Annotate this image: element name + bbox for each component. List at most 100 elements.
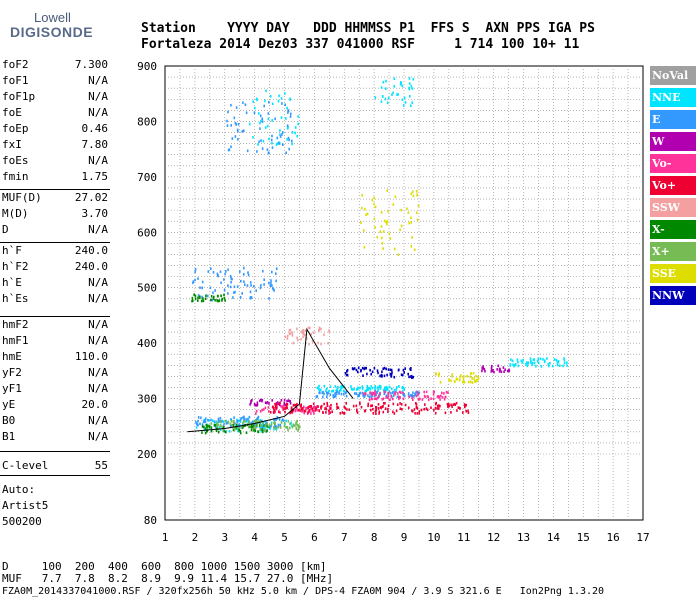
echo-point-nnw bbox=[377, 371, 379, 375]
param-name: MUF(D) bbox=[2, 191, 42, 204]
echo-point-vo bbox=[417, 398, 420, 401]
echo-point-ssw bbox=[318, 326, 321, 330]
echo-point-vo bbox=[404, 403, 407, 407]
echo-point-vo bbox=[411, 410, 414, 413]
echo-point-e bbox=[262, 425, 264, 429]
echo-point-e bbox=[275, 418, 277, 421]
echo-point-vo bbox=[415, 406, 418, 409]
echo-point-vo bbox=[315, 407, 318, 410]
echo-point-e bbox=[259, 286, 262, 290]
echo-point-e bbox=[216, 272, 219, 276]
echo-point-nne bbox=[525, 363, 527, 366]
echo-point-x bbox=[210, 429, 213, 433]
echo-point-vo bbox=[420, 408, 423, 412]
echo-point-x bbox=[235, 426, 237, 430]
echo-point-e bbox=[256, 150, 258, 153]
x-tick-label: 2 bbox=[192, 531, 199, 544]
echo-point-e bbox=[204, 417, 207, 420]
echo-point-x bbox=[262, 421, 265, 425]
echo-point-nne bbox=[380, 100, 383, 103]
echo-point-vo bbox=[437, 394, 440, 398]
echo-point-e bbox=[343, 393, 345, 396]
echo-point-e bbox=[245, 418, 248, 421]
echo-point-e bbox=[392, 391, 394, 395]
echo-point-w bbox=[265, 401, 268, 405]
echo-point-vo bbox=[372, 407, 374, 411]
echo-point-e bbox=[276, 136, 279, 140]
echo-point-nne bbox=[264, 126, 267, 129]
echo-point-vo bbox=[412, 398, 414, 402]
echo-point-w bbox=[482, 365, 484, 368]
echo-point-x bbox=[245, 431, 248, 434]
echo-point-nne bbox=[401, 390, 404, 393]
echo-point-nne bbox=[259, 121, 261, 125]
logo-lowell: Lowell bbox=[34, 10, 71, 25]
echo-point-w bbox=[496, 368, 498, 371]
echo-point-x bbox=[298, 424, 300, 427]
auto-code: 500200 bbox=[2, 515, 42, 528]
echo-point-vo bbox=[370, 408, 372, 412]
echo-point-x bbox=[241, 426, 244, 430]
echo-point-vo bbox=[387, 392, 390, 395]
echo-point-e bbox=[268, 297, 270, 300]
echo-point-e bbox=[236, 285, 239, 288]
echo-point-vo bbox=[378, 410, 381, 413]
echo-point-nne bbox=[379, 387, 382, 390]
echo-point-x bbox=[274, 422, 276, 426]
echo-point-vo bbox=[421, 398, 424, 401]
echo-point-nne bbox=[382, 80, 385, 84]
echo-point-x bbox=[223, 293, 225, 297]
echo-point-x bbox=[217, 430, 220, 434]
echo-point-e bbox=[281, 133, 283, 136]
param-row: foF1 N/A bbox=[2, 74, 108, 90]
echo-point-e bbox=[231, 137, 234, 140]
echo-point-vo bbox=[275, 406, 278, 410]
echo-point-vo bbox=[423, 407, 425, 411]
echo-point-vo bbox=[308, 405, 310, 409]
echo-point-nne bbox=[374, 385, 376, 388]
echo-point-nne bbox=[555, 358, 558, 362]
param-value: 240.0 bbox=[74, 244, 108, 257]
echo-point-nne bbox=[257, 143, 259, 146]
echo-point-nne bbox=[291, 131, 294, 134]
echo-point-sse bbox=[399, 228, 401, 232]
echo-point-vo bbox=[264, 406, 267, 410]
param-name: h`Es bbox=[2, 292, 29, 305]
echo-point-x bbox=[216, 427, 218, 430]
echo-point-vo bbox=[394, 391, 396, 394]
echo-point-nne bbox=[535, 364, 537, 368]
echo-point-vo bbox=[441, 396, 444, 399]
echo-point-e bbox=[237, 129, 239, 133]
echo-point-e bbox=[225, 422, 228, 425]
echo-point-nne bbox=[384, 97, 387, 101]
param-value: N/A bbox=[88, 276, 108, 289]
echo-point-nne bbox=[195, 426, 198, 429]
echo-point-vo bbox=[367, 404, 369, 408]
echo-point-nne bbox=[562, 364, 564, 368]
echo-point-vo bbox=[281, 406, 283, 409]
echo-point-x bbox=[239, 430, 242, 433]
echo-point-x bbox=[248, 420, 250, 424]
param-value: N/A bbox=[88, 414, 108, 427]
echo-point-vo bbox=[325, 411, 327, 414]
echo-point-e bbox=[275, 279, 277, 283]
echo-point-nne bbox=[386, 387, 388, 390]
param-row: foEs N/A bbox=[2, 154, 108, 170]
echo-point-x bbox=[216, 425, 218, 428]
echo-point-nne bbox=[239, 420, 242, 423]
echo-point-e bbox=[329, 393, 332, 396]
legend-item: NNE bbox=[650, 88, 696, 107]
echo-point-nne bbox=[340, 385, 342, 389]
param-row: foF2 7.300 bbox=[2, 58, 108, 74]
echo-point-nne bbox=[399, 83, 402, 86]
echo-point-vo bbox=[393, 412, 396, 415]
echo-point-w bbox=[491, 364, 493, 368]
echo-point-e bbox=[194, 268, 197, 271]
echo-point-vo bbox=[374, 409, 377, 413]
echo-point-e bbox=[412, 395, 415, 398]
legend-item: X- bbox=[650, 220, 696, 239]
echo-point-e bbox=[268, 151, 270, 155]
echo-point-nne bbox=[403, 104, 405, 107]
echo-point-vo bbox=[314, 408, 317, 412]
echo-point-vo bbox=[447, 405, 450, 408]
